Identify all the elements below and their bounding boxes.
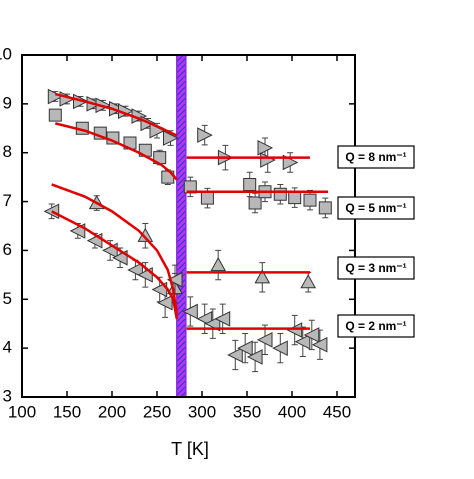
marker: [243, 177, 257, 191]
marker: [127, 262, 143, 278]
marker: [200, 191, 214, 205]
marker: [182, 303, 198, 320]
marker: [300, 274, 317, 289]
x-tick-label: 200: [98, 402, 126, 421]
fit-line: [55, 92, 310, 159]
legend-box: [337, 256, 415, 280]
y-tick-label: 3: [3, 386, 12, 405]
y-tick-label: 6: [3, 240, 12, 259]
marker: [303, 193, 317, 207]
marker: [204, 315, 221, 332]
marker: [210, 257, 227, 272]
marker: [272, 340, 288, 356]
x-tick-label: 400: [278, 402, 306, 421]
legend-box: [337, 314, 415, 338]
marker: [246, 349, 263, 365]
transition-band: [176, 54, 187, 398]
legend-box: [337, 196, 415, 220]
x-tick-label: 450: [323, 402, 351, 421]
y-tick-label: 8: [3, 142, 12, 161]
marker: [282, 154, 299, 171]
x-tick-label: 300: [188, 402, 216, 421]
marker: [254, 269, 271, 284]
x-tick-label: 150: [53, 402, 81, 421]
fit-line: [55, 122, 328, 194]
marker: [303, 327, 320, 343]
legend-label: Q = 5 nm⁻¹: [345, 201, 406, 215]
legend-label: Q = 3 nm⁻¹: [345, 261, 406, 275]
legend-box: [337, 145, 415, 169]
marker: [166, 271, 183, 288]
marker: [156, 294, 173, 311]
marker: [214, 311, 231, 327]
fit-line: [51, 210, 310, 330]
marker: [197, 127, 213, 143]
y-tick-label: 10: [0, 44, 12, 63]
plot-frame: [21, 54, 356, 398]
marker: [288, 191, 302, 205]
x-tick-label: 250: [143, 402, 171, 421]
y-tick-label: 9: [3, 93, 12, 112]
y-tick-label: 4: [3, 338, 12, 357]
marker: [273, 187, 287, 201]
marker: [237, 340, 253, 356]
y-tick-label: 5: [3, 289, 12, 308]
marker: [227, 347, 243, 363]
x-tick-label: 350: [233, 402, 261, 421]
marker: [311, 336, 328, 353]
marker: [163, 130, 179, 146]
marker: [294, 333, 311, 350]
legend-label: Q = 8 nm⁻¹: [345, 150, 406, 164]
x-axis-label: T [K]: [171, 439, 209, 459]
x-tick-label: 100: [8, 402, 36, 421]
marker: [48, 108, 62, 122]
marker: [318, 201, 332, 215]
marker: [256, 332, 273, 348]
y-tick-label: 7: [3, 191, 12, 210]
fit-line: [51, 183, 310, 315]
marker: [286, 322, 303, 338]
marker: [47, 88, 64, 105]
marker: [257, 140, 274, 156]
legend-label: Q = 2 nm⁻¹: [345, 319, 406, 333]
marker: [248, 196, 262, 210]
